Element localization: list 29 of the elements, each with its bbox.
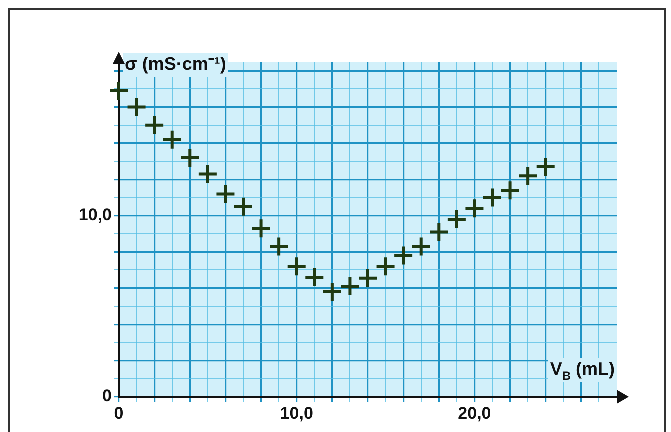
point (268, 236, 290, 258)
point (180, 147, 201, 168)
point (518, 166, 539, 187)
point (446, 209, 468, 230)
point (233, 196, 254, 218)
x-tick-label: 10,0 (280, 404, 314, 423)
point (162, 129, 183, 150)
point (340, 276, 361, 298)
point (304, 266, 326, 288)
point (197, 164, 218, 185)
point (322, 281, 343, 302)
point (375, 256, 396, 278)
point (215, 184, 236, 205)
point (126, 96, 148, 118)
point (108, 80, 130, 102)
point (482, 187, 503, 208)
point (144, 114, 166, 136)
point (250, 218, 272, 240)
point (428, 222, 450, 243)
point (286, 256, 308, 278)
x-tick-label: 20,0 (458, 404, 492, 423)
y-axis-title: σ (mS·cm⁻¹) (125, 54, 226, 74)
point (535, 156, 556, 178)
point (464, 198, 486, 220)
point (410, 236, 432, 258)
point (393, 245, 414, 266)
x-tick-label: 0 (114, 404, 124, 423)
point (358, 268, 378, 289)
point (500, 180, 521, 202)
